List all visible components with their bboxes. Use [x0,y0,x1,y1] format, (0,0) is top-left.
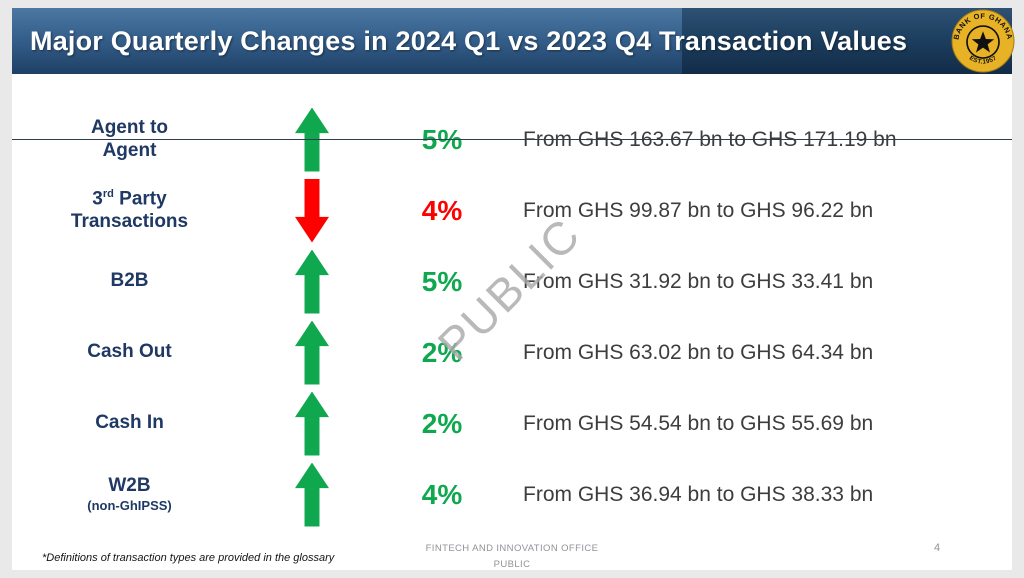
transaction-label: Cash In [12,412,227,435]
presentation-slide: Major Quarterly Changes in 2024 Q1 vs 20… [12,8,1015,573]
value-change-text: From GHS 63.02 bn to GHS 64.34 bn [523,340,874,364]
arrow-cell [227,178,397,243]
label-line: Cash In [95,412,164,434]
up-arrow-icon [295,320,329,385]
footer-classification-text: PUBLIC [493,559,531,570]
label-text: 3 [92,187,103,209]
divider-line [12,139,1012,140]
glossary-footnote: *Definitions of transaction types are pr… [42,552,335,564]
value-change-text: From GHS 36.94 bn to GHS 38.33 bn [523,482,874,506]
up-arrow-icon [295,391,329,456]
value-change-text: From GHS 31.92 bn to GHS 33.41 bn [523,269,874,293]
up-arrow-icon [295,249,329,314]
percent-change: 2% [421,336,463,368]
label-line: Agent to [90,116,169,138]
arrow-cell [227,462,397,527]
transaction-label: W2B (non-GhIPSS) [12,475,227,513]
percent-change: 2% [421,407,463,439]
footer-center: FINTECH AND INNOVATION OFFICE PUBLIC [12,541,1012,573]
value-change-text: From GHS 99.87 bn to GHS 96.22 bn [523,198,874,222]
transaction-label: Cash Out [12,341,227,364]
page-number: 4 [933,542,941,554]
transaction-label: B2B [12,270,227,293]
transaction-label: 3rd Party Transactions [12,188,227,234]
percent-change: 4% [421,194,463,226]
transaction-row-w2b: W2B (non-GhIPSS) 4% From GHS 36.94 bn to… [12,459,1012,530]
percent-change: 5% [421,265,463,297]
label-line: Cash Out [87,341,172,363]
label-text: Party [113,187,167,209]
transaction-row-3rd-party: 3rd Party Transactions 4% From GHS 99.87… [12,175,1012,246]
footer-office-text: FINTECH AND INNOVATION OFFICE [425,543,599,554]
transaction-label: Agent to Agent [12,117,227,163]
slide-title-bar: Major Quarterly Changes in 2024 Q1 vs 20… [12,8,1015,74]
label-line: 3rd Party [92,188,166,211]
arrow-cell [227,320,397,385]
value-change-text: From GHS 54.54 bn to GHS 55.69 bn [523,411,874,435]
label-line: Agent [102,139,157,161]
arrow-cell [227,249,397,314]
label-line: Transactions [70,210,189,232]
transaction-row-b2b: B2B 5% From GHS 31.92 bn to GHS 33.41 bn [12,246,1012,317]
svg-text:EST.1957: EST.1957 [968,54,998,65]
label-line: W2B [108,475,151,497]
slide-title: Major Quarterly Changes in 2024 Q1 vs 20… [30,26,908,56]
transaction-row-cash-in: Cash In 2% From GHS 54.54 bn to GHS 55.6… [12,388,1012,459]
logo-arc-bottom-text: EST.1957 [968,54,998,65]
down-arrow-icon [295,178,329,243]
label-superscript: rd [102,187,114,200]
black-star-icon [971,31,995,53]
label-line: B2B [110,270,149,292]
label-subtext: (non-GhIPSS) [87,498,172,514]
bank-of-ghana-logo-icon: BANK OF GHANA EST.1957 [951,9,1015,73]
arrow-cell [227,391,397,456]
percent-change: 4% [421,478,463,510]
up-arrow-icon [295,462,329,527]
transaction-rows: Agent to Agent 5% From GHS 163.67 bn to … [12,104,1012,530]
transaction-row-cash-out: Cash Out 2% From GHS 63.02 bn to GHS 64.… [12,317,1012,388]
